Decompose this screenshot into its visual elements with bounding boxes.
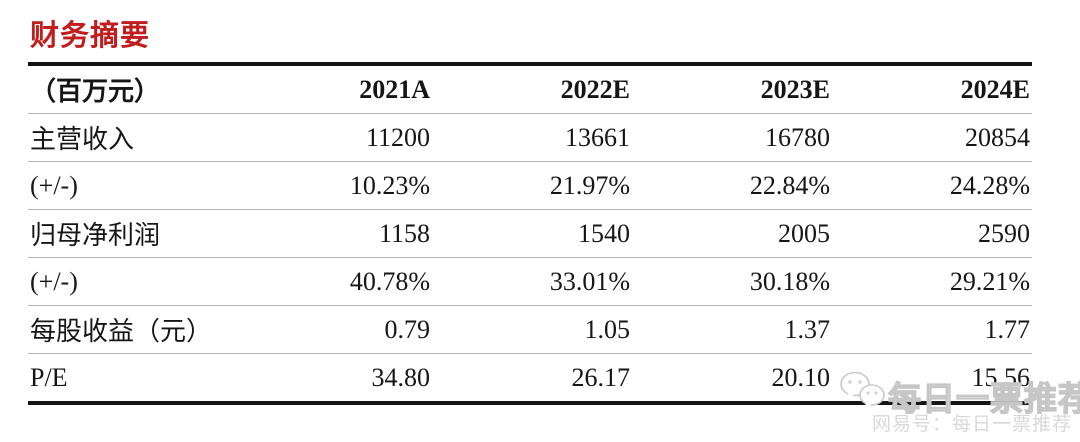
cell-value: 15.56: [971, 362, 1031, 392]
row-label: 每股收益（元）: [30, 317, 213, 346]
cell-value: 21.97%: [549, 170, 630, 200]
cell-value: 30.18%: [749, 266, 830, 296]
section-title: 财务摘要: [30, 20, 151, 52]
table-row-revenue: 主营收入 11200 13661 16780 20854: [28, 114, 1032, 162]
table-header-row: （百万元） 2021A 2022E 2023E 2024E: [28, 66, 1032, 114]
row-label: 归母净利润: [30, 221, 161, 250]
table-row-eps: 每股收益（元） 0.79 1.05 1.37 1.77: [28, 306, 1032, 354]
column-header-2021A: 2021A: [359, 74, 430, 104]
column-header-2024E: 2024E: [960, 74, 1030, 104]
cell-value: 1158: [378, 218, 430, 248]
cell-value: 24.28%: [949, 170, 1030, 200]
table-row-revenue-growth: (+/-) 10.23% 21.97% 22.84% 24.28%: [28, 162, 1032, 210]
cell-value: 40.78%: [349, 266, 430, 296]
cell-value: 1540: [578, 218, 630, 248]
row-label: (+/-): [30, 266, 78, 296]
table-row-net-profit: 归母净利润 1158 1540 2005 2590: [28, 210, 1032, 258]
column-header-2022E: 2022E: [560, 74, 630, 104]
financial-summary-table: （百万元） 2021A 2022E 2023E 2024E 主营收入 11200…: [28, 62, 1032, 405]
cell-value: 20.10: [771, 362, 831, 392]
table-row-net-profit-growth: (+/-) 40.78% 33.01% 30.18% 29.21%: [28, 258, 1032, 306]
cell-value: 1.05: [584, 314, 631, 344]
cell-value: 33.01%: [549, 266, 630, 296]
unit-header-cell: （百万元）: [30, 77, 161, 106]
cell-value: 34.80: [371, 362, 431, 392]
watermark-sub-text: 网易号：每日一票推荐: [871, 414, 1072, 435]
cell-value: 29.21%: [949, 266, 1030, 296]
cell-value: 2590: [978, 218, 1030, 248]
cell-value: 1.37: [784, 314, 831, 344]
cell-value: 10.23%: [349, 170, 430, 200]
cell-value: 22.84%: [749, 170, 830, 200]
row-label: (+/-): [30, 170, 78, 200]
table-row-pe: P/E 34.80 26.17 20.10 15.56: [28, 354, 1032, 401]
cell-value: 0.79: [384, 314, 431, 344]
cell-value: 13661: [565, 122, 630, 152]
cell-value: 2005: [778, 218, 830, 248]
cell-value: 20854: [965, 122, 1030, 152]
cell-value: 26.17: [571, 362, 631, 392]
row-label: 主营收入: [30, 125, 135, 154]
cell-value: 1.77: [984, 314, 1031, 344]
cell-value: 16780: [765, 122, 830, 152]
row-label: P/E: [30, 362, 68, 392]
cell-value: 11200: [365, 122, 430, 152]
column-header-2023E: 2023E: [760, 74, 830, 104]
